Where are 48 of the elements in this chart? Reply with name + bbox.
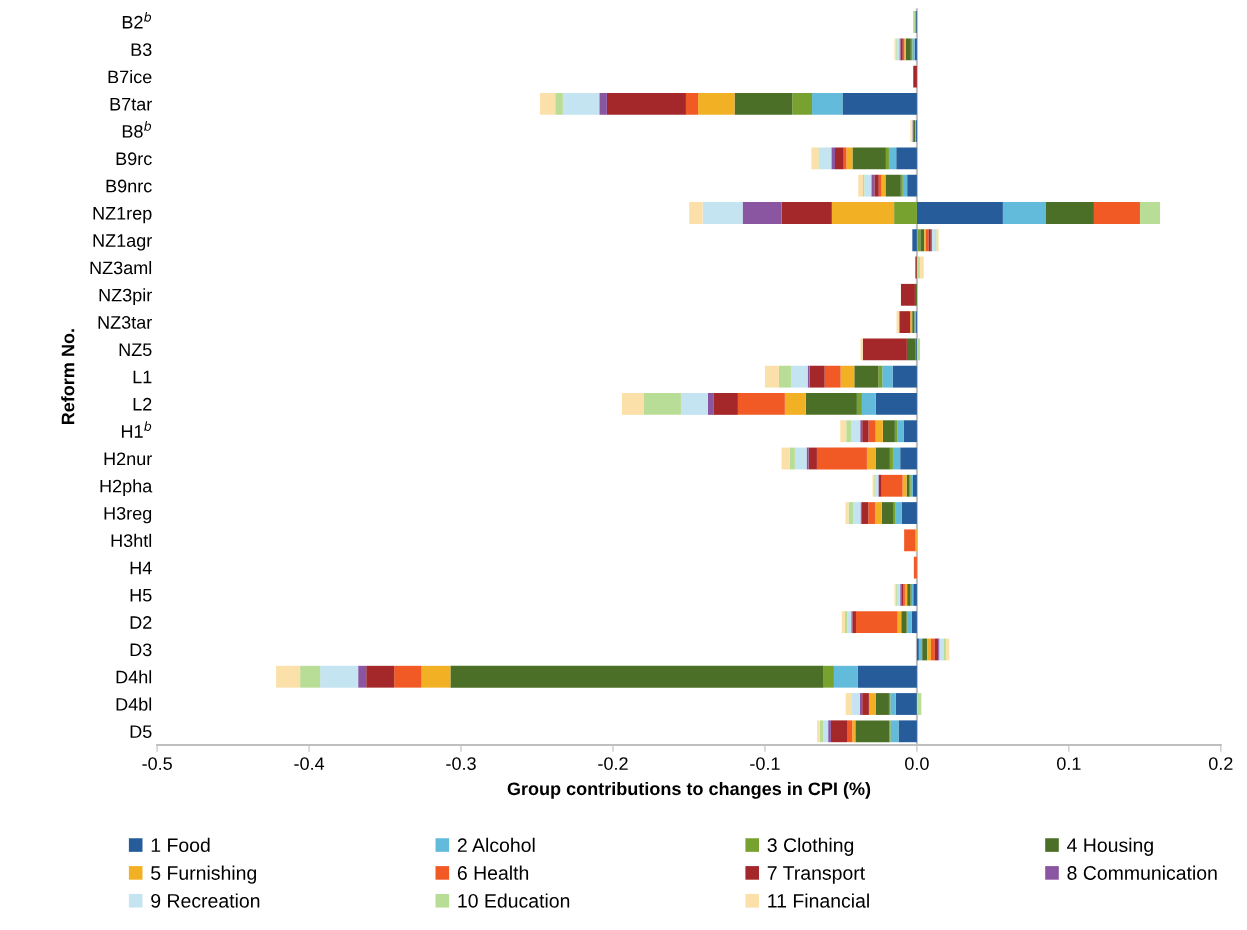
y-tick-label: B8$^{b}$ [122,121,152,138]
y-tick-label: D4bl [116,697,152,711]
legend-label: 11 Financial [768,893,869,908]
legend-label: 10 Education [458,893,570,908]
y-tick-label: L1 [133,370,152,384]
y-tick-label: B9nrc [106,179,152,193]
y-tick-label: B7ice [108,70,152,84]
legend-label: 1 Food [151,837,210,853]
y-tick-label: D2 [130,616,152,629]
y-tick-label: D5 [130,725,152,739]
x-tick-label: 0.1 [1057,757,1081,770]
legend-label: 6 Health [457,865,529,880]
y-tick-label: NZ1rep [93,207,152,224]
y-tick-label: H2nur [104,452,152,466]
y-tick-label: NZ3aml [90,260,152,275]
y-tick-label: NZ1agr [93,234,152,251]
legend-label: 9 Recreation [151,893,260,908]
y-tick-label: H3htl [111,533,152,548]
y-tick-label: B2$^{b}$ [122,11,152,29]
y-tick-label: B9rc [116,152,152,166]
y-tick-label: H1$^{b}$ [121,421,152,438]
legend-label: 2 Alcohol [457,837,535,853]
x-tick-label: -0.4 [294,757,325,770]
y-tick-label: NZ3pir [99,288,152,306]
x-tick-label: 0.2 [1208,757,1233,770]
y-tick-label: B7tar [110,97,152,111]
legend-label: 3 Clothing [767,837,854,856]
x-tick-label: 0.0 [905,757,929,770]
x-axis-title: Group contributions to changes in CPI (%) [507,781,871,799]
y-tick-label: NZ5 [119,343,152,357]
y-axis-title: Reform No. [61,329,75,425]
x-tick-label: -0.3 [446,757,476,770]
y-tick-label: L2 [133,397,152,411]
y-tick-label: B3 [131,43,152,57]
y-tick-label: NZ3tar [98,316,152,329]
legend-label: 5 Furnishing [151,865,257,884]
y-tick-label: H2pha [100,479,153,497]
legend-label: 8 Communication [1067,865,1217,880]
y-tick-label: D4hl [116,670,152,684]
y-tick-label: D3 [130,643,152,657]
x-tick-label: -0.5 [142,757,172,770]
y-tick-label: H5 [130,589,152,602]
legend-label: 7 Transport [767,866,866,884]
y-tick-label: H3reg [104,506,152,524]
x-tick-label: -0.1 [750,757,780,770]
x-tick-label: -0.2 [598,757,628,770]
y-tick-label: H4 [130,561,152,575]
legend-label: 4 Housing [1067,837,1153,856]
